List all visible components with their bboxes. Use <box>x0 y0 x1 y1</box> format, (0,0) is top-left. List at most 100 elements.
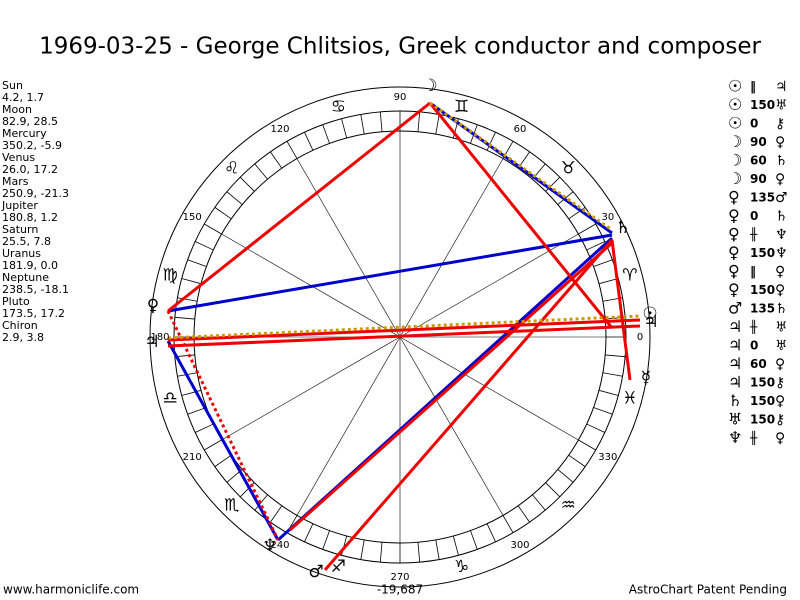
planet-glyph: ☉ <box>642 304 657 324</box>
zodiac-glyph: ♒ <box>561 495 576 515</box>
hatch-tick <box>593 407 613 415</box>
aspect-planet-b: ♂ <box>775 190 788 206</box>
planet-position: 350.2, -5.9 <box>2 139 62 152</box>
planet-glyph: ☿ <box>641 368 651 388</box>
footer-right: AstroChart Patent Pending <box>629 583 787 597</box>
aspect-planet-b: ♄ <box>775 153 788 169</box>
aspect-planet-a: ♀ <box>728 206 740 225</box>
hatch-tick <box>532 494 546 511</box>
planet-position: 250.9, -21.3 <box>2 187 69 200</box>
aspect-planet-b: ♆ <box>775 227 788 243</box>
aspect-planet-b: ♀ <box>775 431 785 447</box>
degree-label: 150 <box>183 212 202 223</box>
aspect-line <box>167 324 641 348</box>
aspect-planet-a: ♃ <box>728 317 742 336</box>
house-spoke <box>296 336 401 516</box>
planet-name: Moon <box>2 103 32 116</box>
aspect-line <box>166 340 280 541</box>
hatch-tick <box>578 439 596 451</box>
aspect-planet-a: ♀ <box>728 225 740 244</box>
hatch-tick <box>270 151 283 169</box>
center-value: -19,687 <box>377 583 423 597</box>
aspect-planet-a: ☉ <box>728 95 742 114</box>
planet-position: 25.5, 7.8 <box>2 235 51 248</box>
planet-name: Uranus <box>2 247 41 260</box>
aspect-planet-b: ♀ <box>775 264 785 280</box>
planet-glyph: ♃ <box>144 332 159 352</box>
planet-position: 82.9, 28.5 <box>2 115 58 128</box>
aspect-planet-a: ☉ <box>728 77 742 96</box>
planet-glyph: ♄ <box>615 218 630 238</box>
aspect-planet-a: ☽ <box>728 151 742 170</box>
hatch-tick <box>270 505 283 523</box>
aspect-planet-a: ☽ <box>728 169 742 188</box>
planet-position: 181.9, 0.0 <box>2 259 58 272</box>
aspect-planet-b: ♅ <box>775 338 788 354</box>
hatch-tick <box>322 124 330 144</box>
zodiac-glyph: ♉ <box>561 159 576 179</box>
planet-name: Sun <box>2 79 23 92</box>
degree-label: 0 <box>637 332 643 343</box>
zodiac-glyph: ♊ <box>454 97 469 117</box>
aspect-type: 60 <box>750 154 767 168</box>
planet-position: 2.9, 3.8 <box>2 331 44 344</box>
planet-name: Jupiter <box>1 199 38 212</box>
planet-position: 4.2, 1.7 <box>2 91 44 104</box>
hatch-tick <box>417 542 421 563</box>
planet-position: 238.5, -18.1 <box>2 283 69 296</box>
planet-glyph: ♆ <box>262 536 277 556</box>
aspect-type: 90 <box>750 172 767 186</box>
aspect-planet-b: ♆ <box>775 246 788 262</box>
aspect-type: 90 <box>750 135 767 149</box>
aspect-type: 135 <box>750 302 775 316</box>
zodiac-glyph: ♍ <box>162 265 177 285</box>
aspect-planet-a: ♃ <box>728 354 742 373</box>
outer-circle <box>149 86 651 588</box>
hatch-tick <box>598 389 619 396</box>
aspect-type: 0 <box>750 117 758 131</box>
planet-position: 173.5, 17.2 <box>2 307 65 320</box>
hatch-tick <box>486 523 496 542</box>
aspect-planet-b: ⚷ <box>775 116 785 132</box>
hatch-tick <box>304 523 314 542</box>
aspect-line <box>428 102 614 329</box>
aspect-line <box>167 233 613 313</box>
hatch-tick <box>181 278 202 285</box>
hatch-tick <box>470 530 478 550</box>
hatch-tick <box>239 176 255 192</box>
aspect-planet-b: ♃ <box>775 79 788 95</box>
planet-glyph: ♀ <box>147 296 159 316</box>
hatch-tick <box>177 297 198 302</box>
hatch-tick <box>379 542 383 563</box>
aspect-line <box>323 239 614 571</box>
degree-label: 210 <box>183 452 202 463</box>
hatch-tick <box>435 539 440 560</box>
aspect-line <box>610 239 632 381</box>
hatch-tick <box>435 114 440 135</box>
aspect-type: 150 <box>750 413 775 427</box>
planet-name: Neptune <box>2 271 49 284</box>
hatch-tick <box>304 132 314 151</box>
aspect-type: 150 <box>750 394 775 408</box>
zodiac-glyph: ♈ <box>622 265 637 285</box>
aspect-line <box>167 101 431 313</box>
aspect-type: ╫ <box>749 319 758 334</box>
degree-label: 30 <box>601 212 614 223</box>
house-spoke <box>221 336 401 441</box>
degree-label: 120 <box>270 124 289 135</box>
planet-name: Chiron <box>2 319 38 332</box>
aspect-type: 135 <box>750 191 775 205</box>
house-spoke <box>399 336 579 441</box>
aspect-planet-b: ♄ <box>775 301 788 317</box>
hatch-tick <box>360 114 365 135</box>
hatch-tick <box>502 515 514 533</box>
aspect-planet-b: ♄ <box>775 209 788 225</box>
aspect-planet-b: ⚷ <box>775 412 785 428</box>
hatch-tick <box>204 223 222 235</box>
hatch-tick <box>226 191 243 205</box>
hatch-tick <box>286 141 298 159</box>
aspect-line <box>167 318 641 342</box>
aspect-type: 150 <box>750 98 775 112</box>
